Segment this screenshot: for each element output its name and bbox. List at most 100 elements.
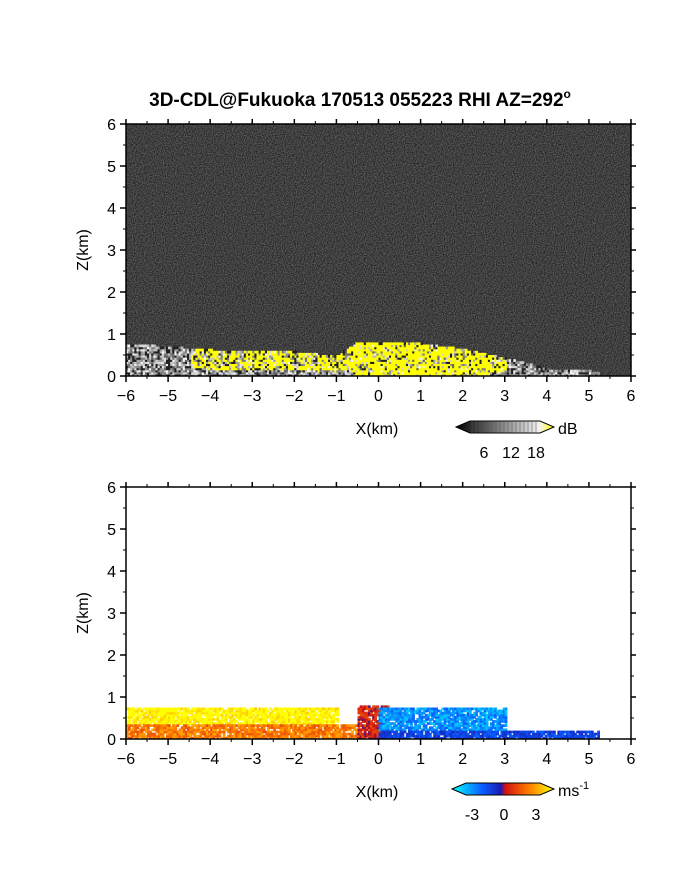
snr-cell <box>153 355 157 358</box>
velocity-cell <box>309 732 312 736</box>
snr-cell <box>134 352 138 356</box>
velocity-cell <box>275 715 279 719</box>
snr-cell <box>227 365 230 369</box>
velocity-cell <box>147 726 150 730</box>
velocity-cell <box>176 707 180 711</box>
snr-cell <box>513 371 516 375</box>
velocity-cell <box>149 709 152 713</box>
velocity-cell <box>456 728 460 732</box>
velocity-cell <box>180 726 184 730</box>
velocity-cell <box>195 726 199 730</box>
velocity-cell <box>454 732 457 736</box>
velocity-cell <box>319 722 323 725</box>
snr-cell <box>161 359 165 362</box>
snr-cell <box>182 363 186 367</box>
snr-cell <box>534 369 537 373</box>
snr-cell <box>269 369 272 373</box>
snr-cell <box>273 355 276 358</box>
velocity-cell <box>273 707 276 711</box>
velocity-cell <box>355 730 359 734</box>
snr-cell <box>262 359 266 362</box>
velocity-cell <box>161 722 165 725</box>
snr-cell <box>349 346 352 350</box>
snr-cell <box>443 373 447 376</box>
velocity-cell <box>321 720 325 723</box>
snr-cell <box>416 365 420 369</box>
velocity-cell <box>218 722 222 725</box>
snr-cell <box>195 352 199 356</box>
velocity-cell <box>281 724 285 727</box>
velocity-cell <box>399 736 403 739</box>
snr-cell <box>346 348 350 352</box>
velocity-cell <box>147 730 150 734</box>
velocity-cell <box>161 736 165 739</box>
snr-cell <box>389 346 392 350</box>
velocity-cell <box>300 722 304 725</box>
velocity-cell <box>487 707 491 711</box>
snr-cell <box>376 359 380 362</box>
snr-cell <box>214 365 218 369</box>
velocity-cell <box>262 726 266 730</box>
snr-cell <box>250 361 253 364</box>
snr-cell <box>399 359 403 362</box>
velocity-cell <box>298 709 302 713</box>
snr-cell <box>281 371 285 375</box>
snr-cell <box>466 352 470 356</box>
velocity-cell <box>368 705 371 709</box>
snr-cell <box>403 352 407 356</box>
snr-cell <box>595 373 598 376</box>
snr-cell <box>309 352 312 356</box>
velocity-cell <box>161 718 165 721</box>
velocity-cell <box>490 707 493 711</box>
velocity-cell <box>309 713 312 717</box>
snr-cell <box>256 369 260 373</box>
snr-cell <box>460 359 464 362</box>
velocity-cell <box>353 726 356 730</box>
velocity-cell <box>317 715 321 719</box>
snr-cell <box>447 359 451 362</box>
snr-cell <box>483 361 487 364</box>
velocity-cell <box>231 709 234 713</box>
snr-cell <box>567 373 571 376</box>
snr-cell <box>176 346 180 350</box>
snr-cell <box>563 373 567 376</box>
velocity-cell <box>361 720 365 723</box>
velocity-cell <box>359 709 363 713</box>
snr-cell <box>250 373 253 376</box>
snr-cell <box>426 363 430 367</box>
snr-cell <box>214 369 218 373</box>
snr-cell <box>422 369 426 373</box>
snr-cell <box>475 373 478 376</box>
snr-cell <box>414 367 417 371</box>
snr-cell <box>494 359 497 362</box>
velocity-cell <box>227 724 230 727</box>
velocity-cell <box>157 709 161 713</box>
snr-cell <box>149 357 152 360</box>
velocity-cell <box>296 730 300 734</box>
velocity-cell <box>187 720 190 723</box>
snr-cell <box>368 342 371 346</box>
snr-cell <box>490 355 493 358</box>
snr-cell <box>490 371 493 375</box>
snr-cell <box>502 359 506 362</box>
velocity-cell <box>323 732 327 736</box>
velocity-cell <box>435 709 438 713</box>
snr-cell <box>426 359 430 362</box>
velocity-cell <box>317 709 321 713</box>
snr-cell <box>458 369 462 373</box>
snr-cell <box>368 361 371 364</box>
velocity-cell <box>147 734 150 738</box>
snr-cell <box>389 342 392 346</box>
velocity-cell <box>294 728 297 732</box>
velocity-cell <box>332 707 335 711</box>
velocity-cell <box>216 726 220 730</box>
snr-cell <box>178 359 182 362</box>
snr-cell <box>332 359 335 362</box>
velocity-cell <box>149 736 152 739</box>
snr-cell <box>498 369 502 373</box>
snr-cell <box>134 357 138 360</box>
velocity-cell <box>174 724 178 727</box>
snr-cell <box>256 350 260 354</box>
velocity-cell <box>391 713 394 717</box>
snr-cell <box>513 373 516 376</box>
